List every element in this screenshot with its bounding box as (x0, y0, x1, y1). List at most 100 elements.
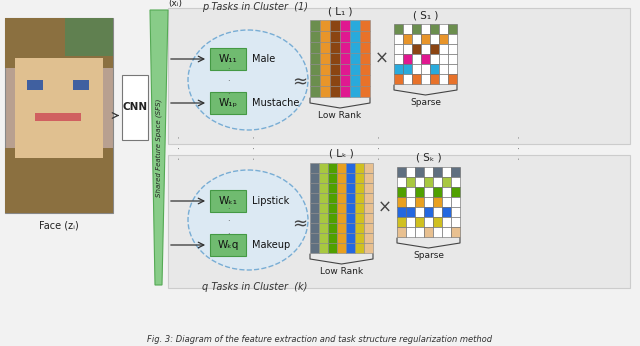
Bar (310, 183, 319, 193)
Bar (451, 207, 460, 217)
Text: Shared Feature Space (SFS): Shared Feature Space (SFS) (156, 99, 163, 197)
Bar (328, 233, 337, 243)
Bar (406, 177, 415, 187)
Bar (397, 167, 406, 177)
Bar (360, 53, 370, 64)
Bar (355, 163, 364, 173)
Text: Face (zᵢ): Face (zᵢ) (39, 221, 79, 231)
Bar (340, 53, 350, 64)
Bar (439, 64, 448, 74)
Bar (448, 54, 457, 64)
Bar (421, 74, 430, 84)
Bar (310, 213, 319, 223)
Bar (355, 193, 364, 203)
Bar (451, 217, 460, 227)
Bar (346, 213, 355, 223)
Bar (415, 177, 424, 187)
Bar (340, 31, 350, 42)
Bar (439, 24, 448, 34)
Text: W₁₁: W₁₁ (219, 54, 237, 64)
Bar (364, 193, 373, 203)
Bar (448, 64, 457, 74)
Bar (350, 53, 360, 64)
Bar (403, 64, 412, 74)
Text: Mustache: Mustache (252, 98, 300, 108)
Text: Low Rank: Low Rank (319, 111, 362, 120)
Bar (330, 20, 340, 31)
Bar (451, 227, 460, 237)
Bar (5, 148, 113, 213)
Text: ×: × (375, 49, 389, 67)
Bar (439, 74, 448, 84)
Bar (412, 34, 421, 44)
Bar (337, 193, 346, 203)
Bar (310, 163, 319, 173)
Bar (439, 34, 448, 44)
Bar (73, 80, 89, 90)
Bar (451, 197, 460, 207)
Bar (340, 42, 350, 53)
Text: Makeup: Makeup (252, 240, 291, 250)
Bar (403, 54, 412, 64)
Bar (397, 187, 406, 197)
Bar (430, 54, 439, 64)
Bar (310, 223, 319, 233)
Bar (310, 203, 319, 213)
Bar (451, 187, 460, 197)
Bar (430, 74, 439, 84)
Bar (320, 31, 330, 42)
Bar (310, 31, 320, 42)
Bar (403, 34, 412, 44)
Bar (15, 58, 103, 158)
Bar (421, 24, 430, 34)
Polygon shape (150, 10, 168, 285)
Bar (337, 233, 346, 243)
Bar (319, 203, 328, 213)
Bar (415, 227, 424, 237)
Bar (424, 207, 433, 217)
Bar (442, 207, 451, 217)
Text: Wₖq: Wₖq (218, 240, 239, 250)
Bar (337, 203, 346, 213)
Bar (328, 223, 337, 233)
Text: Wₖ₁: Wₖ₁ (218, 196, 237, 206)
Bar (433, 187, 442, 197)
Bar (346, 203, 355, 213)
Bar (448, 44, 457, 54)
Bar (310, 243, 319, 253)
Bar (424, 187, 433, 197)
Bar (360, 42, 370, 53)
Bar (364, 223, 373, 233)
Bar (433, 167, 442, 177)
Bar (320, 20, 330, 31)
Bar (337, 163, 346, 173)
Bar (433, 217, 442, 227)
Bar (319, 173, 328, 183)
Bar (328, 203, 337, 213)
Bar (346, 163, 355, 173)
Bar (340, 75, 350, 86)
Bar (340, 86, 350, 97)
Text: (xᵢ): (xᵢ) (168, 0, 182, 8)
Bar (328, 243, 337, 253)
Text: ·  ·  ·: · · · (250, 136, 260, 161)
Bar (406, 167, 415, 177)
Bar (412, 74, 421, 84)
Ellipse shape (188, 30, 308, 130)
Bar (310, 42, 320, 53)
Bar (350, 31, 360, 42)
Bar (394, 44, 403, 54)
Bar (451, 167, 460, 177)
Bar (415, 217, 424, 227)
Bar (350, 42, 360, 53)
Bar (346, 233, 355, 243)
Bar (330, 64, 340, 75)
Text: ·
·
·: · · · (227, 65, 229, 99)
Bar (319, 163, 328, 173)
Bar (430, 24, 439, 34)
Bar (319, 183, 328, 193)
Bar (320, 64, 330, 75)
Bar (442, 167, 451, 177)
Bar (364, 183, 373, 193)
Bar (210, 234, 246, 256)
